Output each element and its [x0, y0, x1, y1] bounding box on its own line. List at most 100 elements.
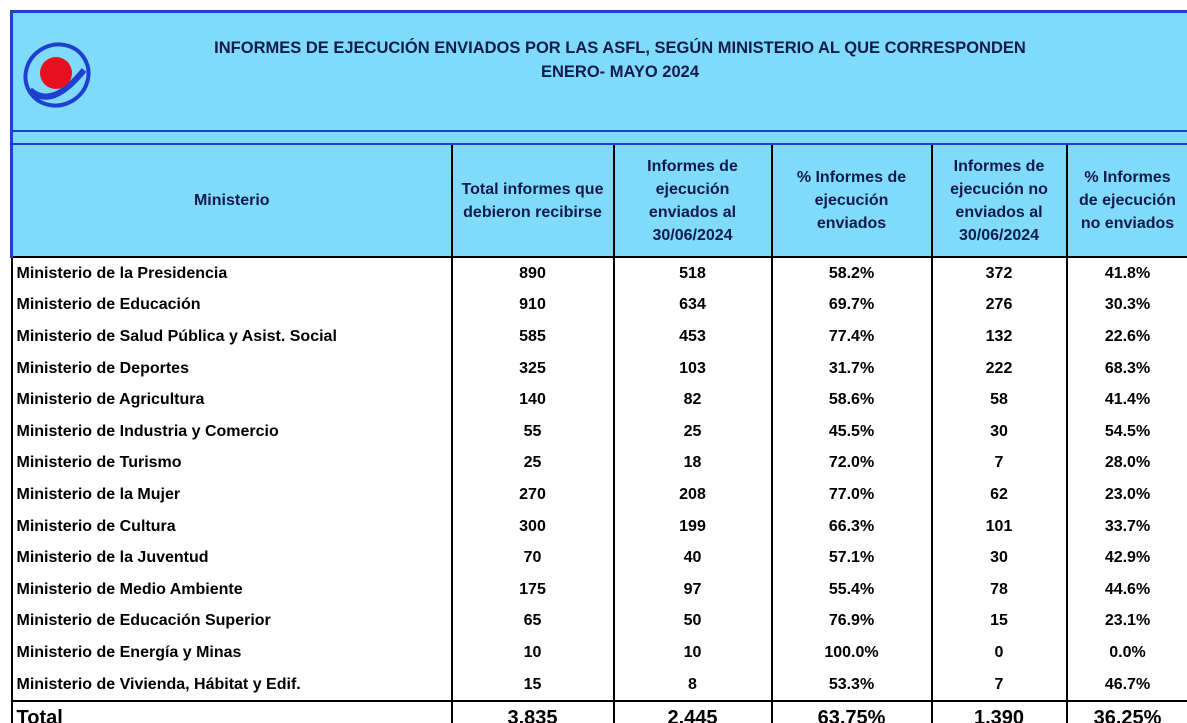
value-cell: 634 [613, 289, 773, 322]
ministry-cell: Ministerio de Energía y Minas [10, 637, 453, 669]
value-cell: 40 [613, 542, 773, 574]
value-cell: 890 [451, 257, 615, 290]
header-band [10, 10, 1187, 130]
table-row: Ministerio de la Juventud 70 40 57.1% 30 42.9… [10, 542, 1187, 574]
value-cell: 208 [613, 479, 773, 511]
value-cell: 50 [613, 605, 773, 638]
table-row: Ministerio de Educación 910 634 69.7% 276 30.… [10, 289, 1187, 322]
table-row: Ministerio de Energía y Minas 10 10 100.0% 0… [10, 637, 1187, 669]
value-cell: 7 [931, 668, 1068, 702]
table-row: Ministerio de Vivienda, Hábitat y Edif. 1… [10, 668, 1187, 702]
ministry-cell: Ministerio de Salud Pública y Asist. Soc… [10, 321, 453, 353]
value-cell: 10 [451, 637, 615, 669]
ministry-cell: Ministerio de Turismo [10, 447, 453, 480]
total-cell: 63.75% [771, 700, 933, 723]
value-cell: 45.5% [771, 415, 933, 448]
value-cell: 66.3% [771, 510, 933, 543]
ministry-cell: Ministerio de Educación Superior [10, 605, 453, 638]
value-cell: 68.3% [1066, 352, 1187, 385]
ministry-cell: Ministerio de la Juventud [10, 542, 453, 574]
ministry-cell: Ministerio de Vivienda, Hábitat y Edif. [10, 668, 453, 702]
value-cell: 77.4% [771, 321, 933, 353]
table-row: Ministerio de Industria y Comercio 55 25 45… [10, 415, 1187, 448]
value-cell: 25 [451, 447, 615, 480]
value-cell: 69.7% [771, 289, 933, 322]
title: INFORMES DE EJECUCIÓN ENVIADOS POR LAS A… [214, 39, 1026, 57]
value-cell: 132 [931, 321, 1068, 353]
value-cell: 585 [451, 321, 615, 353]
value-cell: 41.8% [1066, 257, 1187, 290]
value-cell: 518 [613, 257, 773, 290]
table-body: Ministerio de la Presidencia 890 518 58.2% 3… [10, 257, 1187, 723]
column-header: Ministerio [10, 145, 453, 257]
value-cell: 270 [451, 479, 615, 511]
column-header: Informes de ejecución enviados al 30/06/… [613, 145, 773, 257]
value-cell: 54.5% [1066, 415, 1187, 448]
total-cell: 1,390 [931, 700, 1068, 723]
column-header: % Informes de ejecución enviados [771, 145, 933, 257]
value-cell: 97 [613, 573, 773, 606]
value-cell: 58.6% [771, 384, 933, 416]
value-cell: 58.2% [771, 257, 933, 290]
value-cell: 8 [613, 668, 773, 702]
value-cell: 140 [451, 384, 615, 416]
value-cell: 101 [931, 510, 1068, 543]
value-cell: 175 [451, 573, 615, 606]
table-row: Ministerio de la Presidencia 890 518 58.2% 3… [10, 257, 1187, 290]
value-cell: 77.0% [771, 479, 933, 511]
title-block: INFORMES DE EJECUCIÓN ENVIADOS POR LAS A… [140, 36, 1100, 84]
table-row: Ministerio de Cultura 300 199 66.3% 101 33.7% [10, 510, 1187, 543]
value-cell: 325 [451, 352, 615, 385]
ministry-cell: Ministerio de Medio Ambiente [10, 573, 453, 606]
value-cell: 199 [613, 510, 773, 543]
value-cell: 42.9% [1066, 542, 1187, 574]
value-cell: 53.3% [771, 668, 933, 702]
total-label: Total [10, 700, 453, 723]
value-cell: 57.1% [771, 542, 933, 574]
value-cell: 33.7% [1066, 510, 1187, 543]
table-row: Ministerio de la Mujer 270 208 77.0% 62 23.0% [10, 479, 1187, 511]
value-cell: 62 [931, 479, 1068, 511]
value-cell: 300 [451, 510, 615, 543]
value-cell: 18 [613, 447, 773, 480]
value-cell: 58 [931, 384, 1068, 416]
column-header: % Informes de ejecución no enviados [1066, 145, 1187, 257]
ministry-cell: Ministerio de Industria y Comercio [10, 415, 453, 448]
header-row: Ministerio Total informes que debieron re… [10, 145, 1187, 257]
value-cell: 55 [451, 415, 615, 448]
logo [23, 42, 91, 108]
value-cell: 46.7% [1066, 668, 1187, 702]
ministry-cell: Ministerio de Deportes [10, 352, 453, 385]
value-cell: 41.4% [1066, 384, 1187, 416]
total-row: Total 3,835 2,445 63.75% 1,390 36.25% [10, 700, 1187, 723]
column-header: Total informes que debieron recibirse [451, 145, 615, 257]
value-cell: 30.3% [1066, 289, 1187, 322]
total-cell: 3,835 [451, 700, 615, 723]
value-cell: 44.6% [1066, 573, 1187, 606]
value-cell: 76.9% [771, 605, 933, 638]
value-cell: 15 [451, 668, 615, 702]
table-row: Ministerio de Deportes 325 103 31.7% 222 68.3… [10, 352, 1187, 385]
value-cell: 25 [613, 415, 773, 448]
total-cell: 2,445 [613, 700, 773, 723]
subtitle: ENERO- MAYO 2024 [540, 63, 700, 81]
value-cell: 10 [613, 637, 773, 669]
table-row: Ministerio de Salud Pública y Asist. Soc… [10, 321, 1187, 353]
value-cell: 30 [931, 415, 1068, 448]
value-cell: 0 [931, 637, 1068, 669]
value-cell: 31.7% [771, 352, 933, 385]
value-cell: 72.0% [771, 447, 933, 480]
value-cell: 22.6% [1066, 321, 1187, 353]
value-cell: 372 [931, 257, 1068, 290]
column-header: Informes de ejecución no enviados al 30/… [931, 145, 1068, 257]
value-cell: 100.0% [771, 637, 933, 669]
ministry-cell: Ministerio de Cultura [10, 510, 453, 543]
data-table: Ministerio Total informes que debieron re… [10, 145, 1187, 723]
value-cell: 23.0% [1066, 479, 1187, 511]
value-cell: 0.0% [1066, 637, 1187, 669]
value-cell: 910 [451, 289, 615, 322]
table-row: Ministerio de Agricultura 140 82 58.6% 58 41.… [10, 384, 1187, 416]
ministry-cell: Ministerio de Agricultura [10, 384, 453, 416]
table-row: Ministerio de Turismo 25 18 72.0% 7 28.0% [10, 447, 1187, 480]
